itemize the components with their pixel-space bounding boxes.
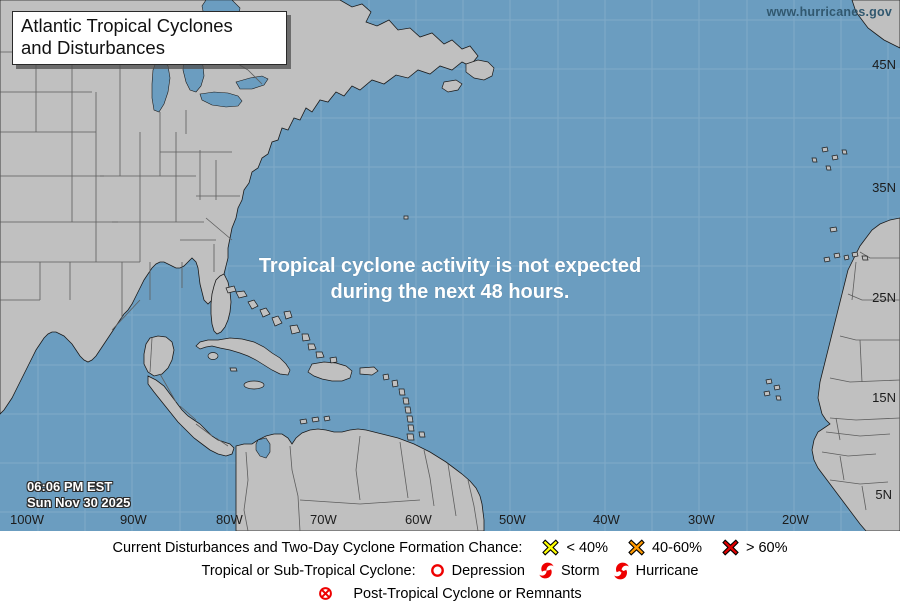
outlook-message-line-1: Tropical cyclone activity is not expecte… [258,255,642,277]
map-geometry: .land{fill:#c0c0c0;stroke:#1a1a1a;stroke… [0,0,900,531]
lon-label-90w: 90W [120,512,147,527]
legend-chance-high-label: > 60% [745,539,788,556]
legend-chance-low-label: < 40% [566,539,608,556]
x-red-icon [722,539,739,556]
legend-cyclone-type-label: Tropical or Sub-Tropical Cyclone: [201,562,416,579]
lake-ontario [235,75,269,90]
lon-label-100w: 100W [10,512,44,527]
depression-circle-icon [430,563,445,578]
south-america [235,428,485,531]
legend-hurricane-label: Hurricane [635,562,699,579]
caribbean-islands [195,215,426,459]
political-borders [0,51,263,447]
timestamp-time: 06:06 PM EST [27,479,113,494]
x-yellow-icon [542,539,560,556]
graphic-title-box: Atlantic Tropical Cyclones and Disturban… [12,11,287,65]
lake-maracaibo [255,437,271,459]
graphic-title-line-2: and Disturbances [21,37,165,58]
atlantic-basin-map[interactable]: .land{fill:#c0c0c0;stroke:#1a1a1a;stroke… [0,0,900,531]
lake-michigan [151,59,171,113]
legend-row-post-tropical: Post-Tropical Cyclone or Remnants [0,582,900,601]
lon-label-20w: 20W [782,512,809,527]
lat-label-15n: 15N [872,390,896,405]
timestamp-date: Sun Nov 30 2025 [27,495,131,510]
lon-label-30w: 30W [688,512,715,527]
lat-label-5n: 5N [875,487,892,502]
outlook-message-line-2: during the next 48 hours. [330,281,570,303]
lon-label-70w: 70W [310,512,337,527]
lon-label-50w: 50W [499,512,526,527]
map-legend: Current Disturbances and Two-Day Cyclone… [0,531,900,601]
post-tropical-icon [318,586,333,601]
africa-europe [441,0,900,531]
lake-erie [199,91,243,108]
lon-label-60w: 60W [405,512,432,527]
lon-label-40w: 40W [593,512,620,527]
legend-row-cyclone-types: Tropical or Sub-Tropical Cyclone: Depres… [0,559,900,582]
outlook-message: Tropical cyclone activity is not expecte… [0,253,900,305]
issuance-timestamp: 06:06 PM EST Sun Nov 30 2025 [27,479,130,511]
graphic-title-line-1: Atlantic Tropical Cyclones [21,15,233,36]
lat-label-25n: 25N [872,290,896,305]
legend-chance-mid-label: 40-60% [651,539,702,556]
x-orange-icon [628,539,645,556]
legend-post-tropical-label: Post-Tropical Cyclone or Remnants [353,585,582,601]
lon-label-80w: 80W [216,512,243,527]
lat-label-45n: 45N [872,57,896,72]
tropical-storm-icon [539,562,554,579]
website-url: www.hurricanes.gov [766,5,892,19]
legend-depression-label: Depression [451,562,525,579]
legend-storm-label: Storm [560,562,600,579]
hurricane-icon [613,562,629,580]
lat-label-35n: 35N [872,180,896,195]
legend-formation-chance-label: Current Disturbances and Two-Day Cyclone… [112,539,523,556]
legend-row-formation-chance: Current Disturbances and Two-Day Cyclone… [0,536,900,559]
